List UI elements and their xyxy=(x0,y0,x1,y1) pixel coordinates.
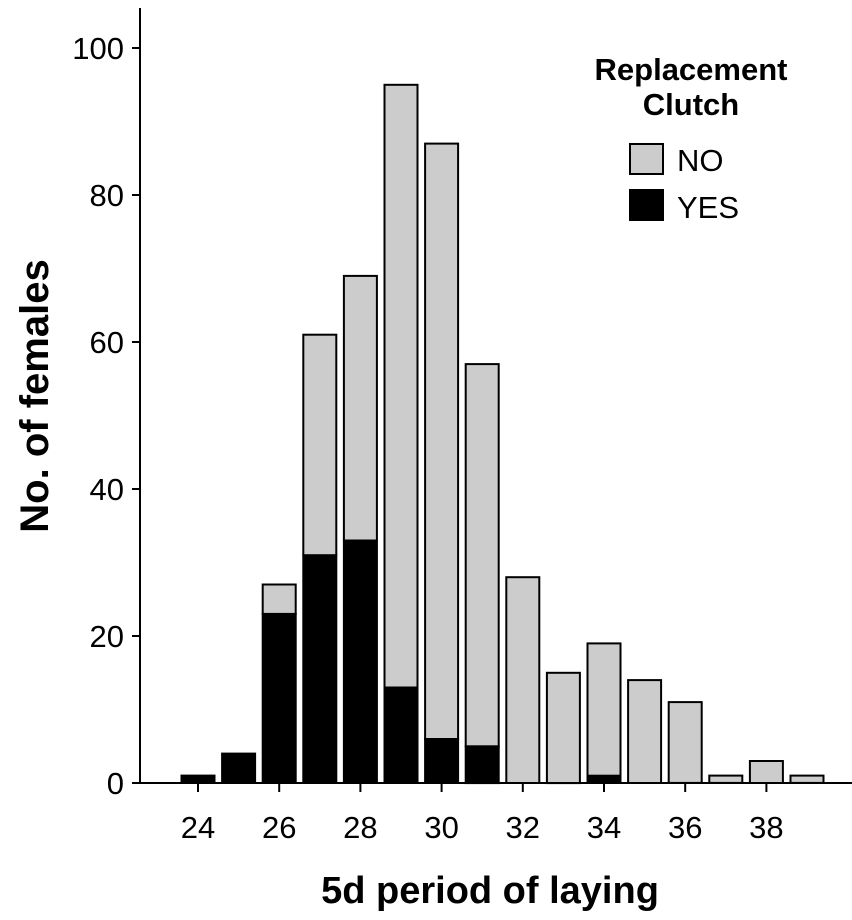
y-tick-label: 40 xyxy=(90,472,124,507)
bar-yes-25 xyxy=(221,752,257,784)
legend-title-line-1: Replacement xyxy=(595,52,788,87)
legend-swatch-yes xyxy=(629,189,664,221)
bar-no-29 xyxy=(383,83,419,689)
x-tick-label: 28 xyxy=(343,810,377,845)
x-ticks: 24 26 28 30 32 34 36 38 xyxy=(181,783,784,845)
x-tick-label: 32 xyxy=(506,810,540,845)
legend-label-no: NO xyxy=(677,143,724,178)
bar-yes-28 xyxy=(342,539,378,784)
x-tick-label: 30 xyxy=(424,810,458,845)
bar-no-28 xyxy=(342,274,378,542)
y-tick-label: 0 xyxy=(107,766,124,801)
y-tick-label: 60 xyxy=(90,325,124,360)
bar-yes-30 xyxy=(424,737,460,785)
y-axis-title: No. of females xyxy=(13,259,57,532)
bar-no-31 xyxy=(464,363,500,748)
legend: Replacement Clutch NO YES xyxy=(595,52,788,225)
bar-no-33 xyxy=(545,671,581,785)
bar-yes-24 xyxy=(180,774,216,784)
bar-yes-31 xyxy=(464,745,500,785)
legend-swatch-no xyxy=(629,143,664,175)
bar-no-35 xyxy=(627,679,663,784)
x-tick-label: 36 xyxy=(668,810,702,845)
x-tick-label: 26 xyxy=(262,810,296,845)
y-tick-label: 80 xyxy=(90,178,124,213)
bar-no-30 xyxy=(424,142,460,741)
axes xyxy=(139,8,852,784)
bar-no-37 xyxy=(708,774,744,784)
bar-no-27 xyxy=(302,333,338,557)
x-tick-label: 38 xyxy=(749,810,783,845)
bar-yes-29 xyxy=(383,686,419,784)
bar-no-39 xyxy=(789,774,825,784)
bar-no-36 xyxy=(667,701,703,784)
legend-title-line-2: Clutch xyxy=(643,87,739,122)
bar-no-26 xyxy=(261,583,297,615)
bar-yes-26 xyxy=(261,613,297,784)
x-axis-title: 5d period of laying xyxy=(321,870,659,912)
y-tick-label: 100 xyxy=(72,31,124,66)
legend-label-yes: YES xyxy=(677,190,739,225)
x-tick-label: 24 xyxy=(181,810,215,845)
y-ticks: 0 20 40 60 80 100 xyxy=(72,31,140,801)
bar-no-32 xyxy=(505,576,541,785)
y-tick-label: 20 xyxy=(90,619,124,654)
x-tick-label: 34 xyxy=(587,810,621,845)
bars-layer xyxy=(180,83,825,785)
bar-yes-27 xyxy=(302,554,338,784)
bar-no-38 xyxy=(748,760,784,784)
bar-no-34 xyxy=(586,642,622,777)
